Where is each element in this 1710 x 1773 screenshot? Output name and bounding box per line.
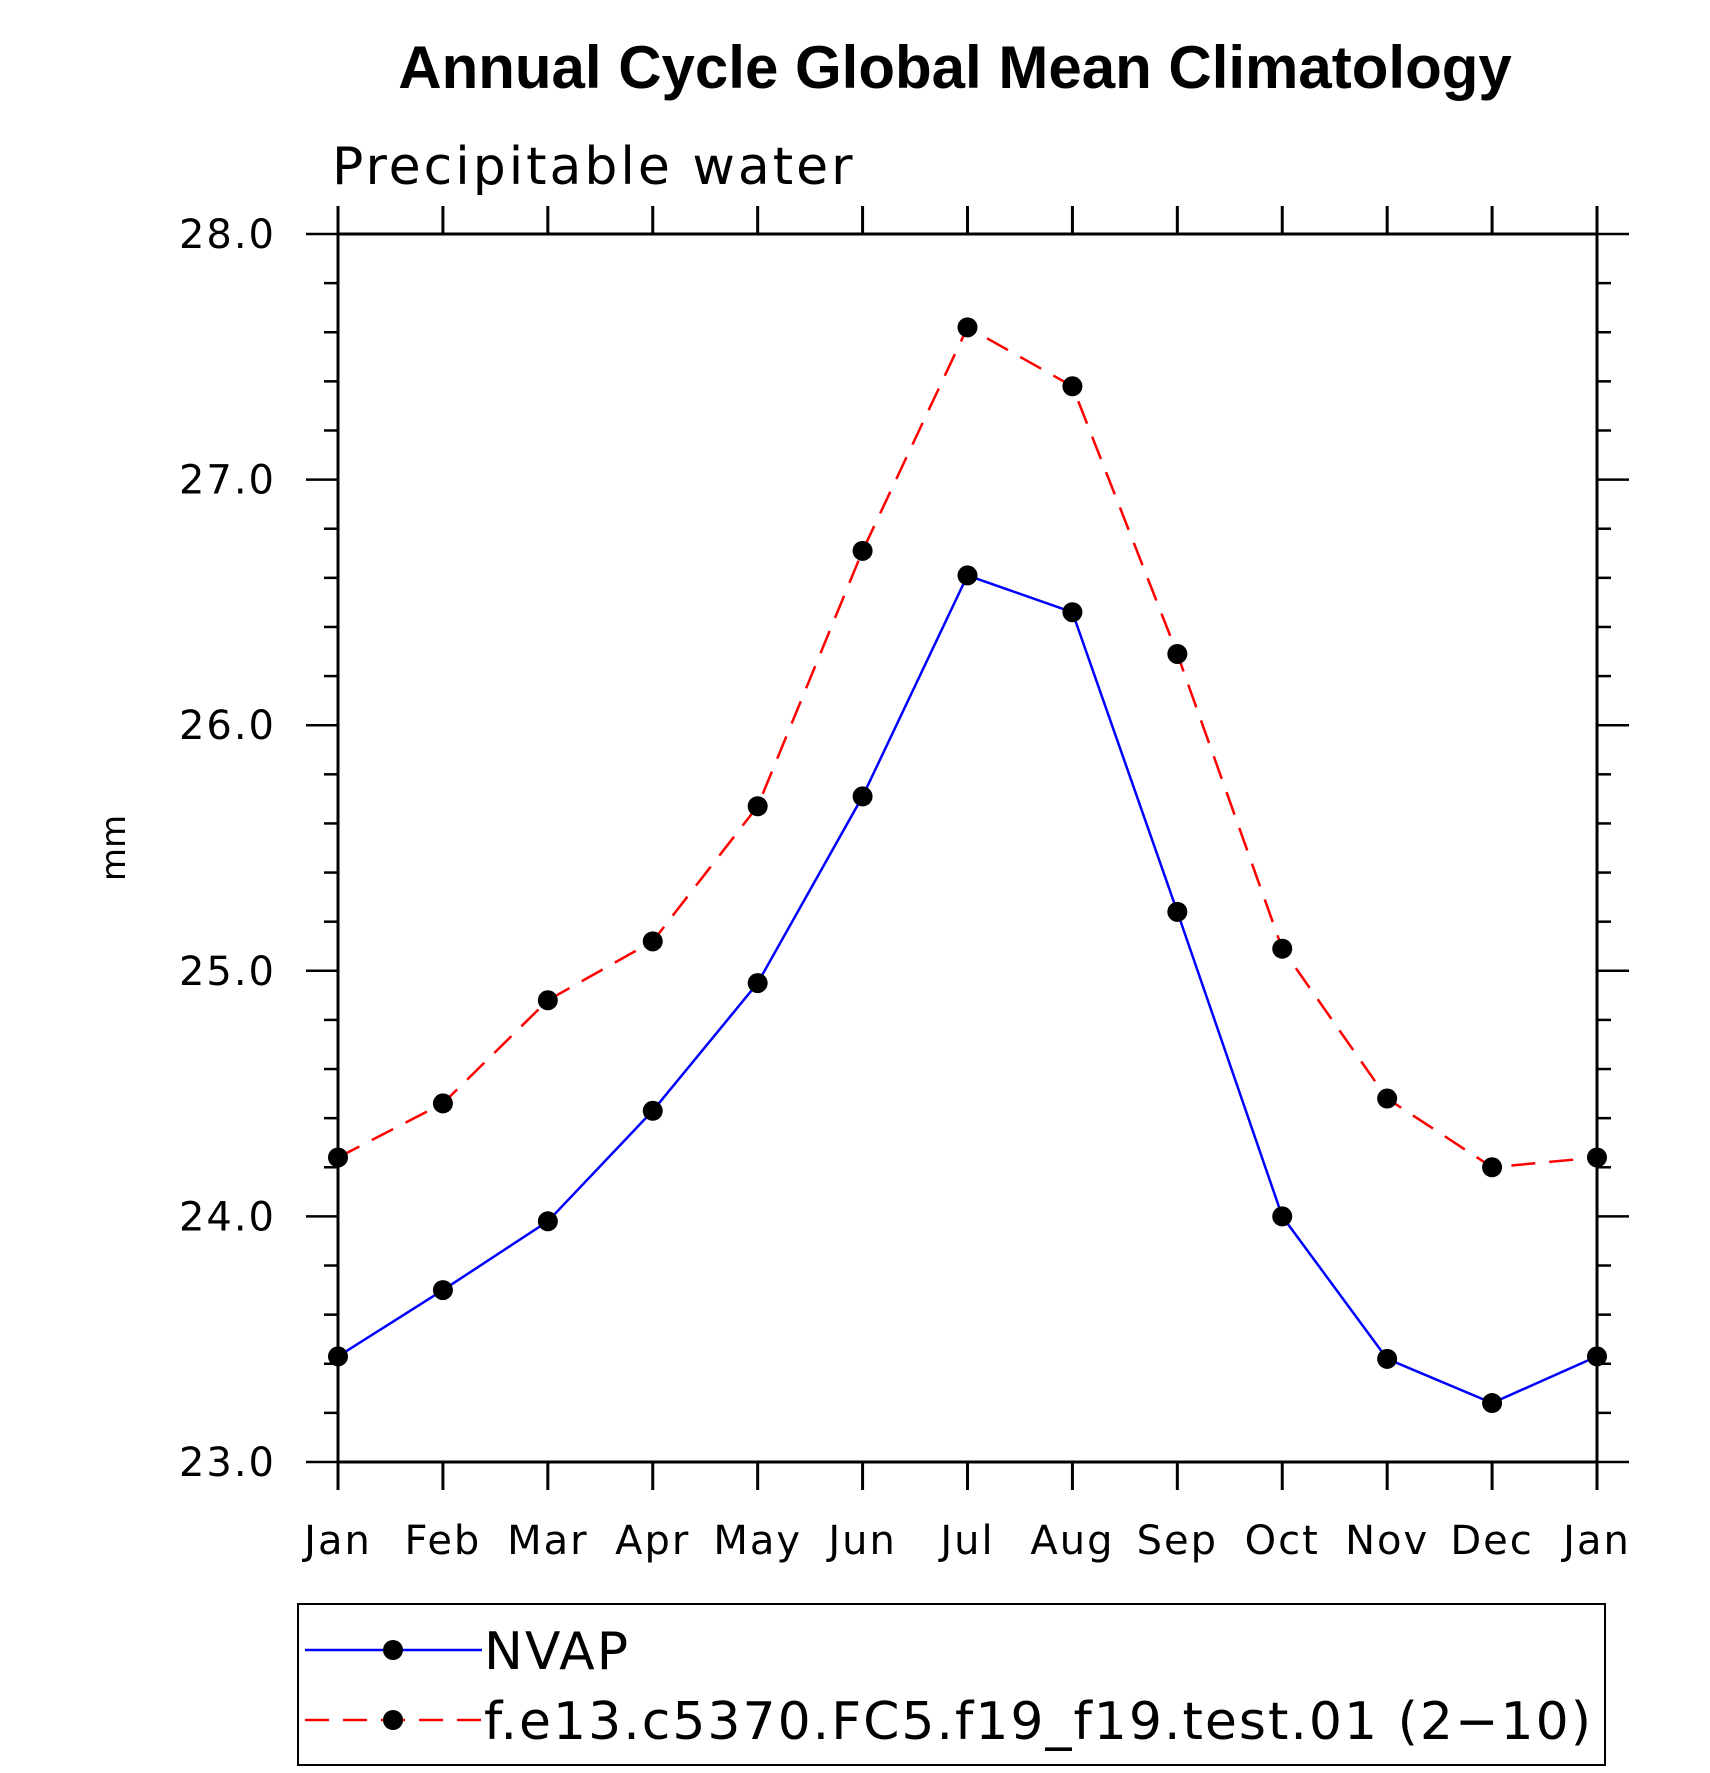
x-tick-label: Feb (405, 1518, 482, 1564)
data-point (1272, 938, 1293, 959)
data-point (1167, 901, 1188, 922)
y-tick-label: 24.0 (179, 1194, 276, 1240)
legend-label: NVAP (484, 1622, 630, 1682)
series-line (337, 573, 1598, 1405)
chart-subtitle: Precipitable water (332, 137, 856, 197)
data-point (957, 565, 978, 586)
x-tick-label: Apr (615, 1518, 690, 1564)
y-axis-label: mm (94, 815, 134, 881)
data-point (1062, 376, 1083, 397)
data-point (537, 990, 558, 1011)
data-point (957, 317, 978, 338)
data-point (852, 786, 873, 807)
data-point (1167, 643, 1188, 664)
legend-label: f.e13.c5370.FC5.f19_f19.test.01 (2−10) (484, 1692, 1593, 1752)
legend-swatch-marker (383, 1640, 403, 1660)
data-point (1482, 1157, 1503, 1178)
plot-frame (336, 232, 1599, 1464)
data-point (642, 1100, 663, 1121)
x-tick-label: Sep (1137, 1518, 1218, 1564)
axes: Jan Feb Mar Apr May Jun Jul Aug Sep Oct Nov Dec Jan 2… (179, 206, 1631, 1564)
legend-box (297, 1603, 1606, 1766)
x-tick-label: Jan (301, 1518, 372, 1564)
x-tick-label: Dec (1450, 1518, 1533, 1564)
x-tick-label: Jun (825, 1518, 897, 1564)
data-point (1587, 1147, 1607, 1168)
legend-swatch-marker (383, 1710, 403, 1730)
data-point (432, 1280, 453, 1301)
data-point (852, 540, 873, 561)
data-point (642, 931, 663, 952)
y-tick-label: 25.0 (179, 949, 276, 995)
data-point (747, 796, 768, 817)
series-layer (328, 317, 1607, 1414)
data-point (1377, 1348, 1398, 1369)
data-point (1062, 602, 1083, 623)
data-point (747, 973, 768, 994)
data-point (537, 1211, 558, 1232)
y-tick-label: 27.0 (179, 458, 276, 504)
x-tick-label: Mar (507, 1518, 588, 1564)
x-tick-label: Nov (1345, 1518, 1429, 1564)
x-tick-label: Aug (1030, 1518, 1114, 1564)
data-point (1482, 1393, 1503, 1414)
data-point (328, 1346, 348, 1367)
data-point (328, 1147, 348, 1168)
data-point (1377, 1088, 1398, 1109)
legend: NVAP f.e13.c5370.FC5.f19_f19.test.01 (2−1… (297, 1603, 1606, 1766)
x-tick-label: Oct (1245, 1518, 1320, 1564)
data-point (1272, 1206, 1293, 1227)
x-tick-label: Jan (1560, 1518, 1631, 1564)
chart-title: Annual Cycle Global Mean Climatology (398, 34, 1512, 101)
x-tick-label: Jul (937, 1518, 994, 1564)
series-line (337, 325, 1598, 1169)
y-tick-label: 23.0 (179, 1440, 276, 1486)
x-tick-label: May (713, 1518, 802, 1564)
y-tick-label: 28.0 (179, 212, 276, 258)
y-tick-label: 26.0 (179, 703, 276, 749)
data-point (1587, 1346, 1607, 1367)
data-point (432, 1093, 453, 1114)
